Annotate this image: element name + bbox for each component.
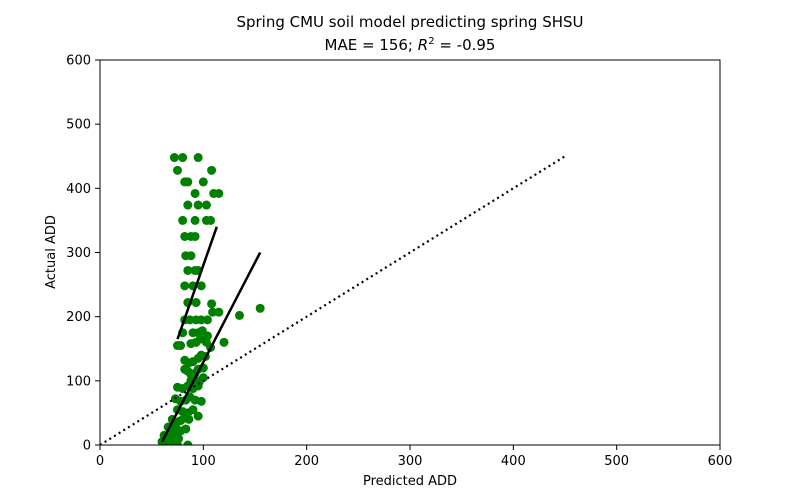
data-point xyxy=(181,424,191,434)
x-tick-label: 500 xyxy=(604,454,629,469)
data-point xyxy=(169,440,179,445)
y-axis-label: Actual ADD xyxy=(44,215,59,289)
data-point xyxy=(183,440,193,445)
y-tick-label: 600 xyxy=(66,54,91,69)
title-r: R xyxy=(418,36,428,54)
data-point xyxy=(207,165,217,175)
data-point xyxy=(202,315,212,325)
data-point xyxy=(191,298,201,308)
y-tick-label: 200 xyxy=(66,310,91,325)
data-point xyxy=(183,177,193,187)
regression-line xyxy=(176,226,218,340)
x-tick-label: 300 xyxy=(398,454,423,469)
x-tick-label: 400 xyxy=(501,454,526,469)
data-point xyxy=(198,373,208,383)
data-point xyxy=(183,200,193,210)
data-point xyxy=(178,153,188,163)
data-point xyxy=(255,303,265,313)
data-point xyxy=(184,414,194,424)
y-tick-label: 100 xyxy=(66,374,91,389)
plot-content xyxy=(100,153,566,445)
data-point xyxy=(196,396,206,406)
plot-area xyxy=(100,153,566,445)
data-point xyxy=(206,215,216,225)
data-point xyxy=(176,341,186,351)
data-point xyxy=(196,281,206,291)
data-point xyxy=(180,281,190,291)
data-point xyxy=(193,200,203,210)
chart-title-line2: MAE = 156; R2 = -0.95 xyxy=(325,36,496,54)
chart-title-line1: Spring CMU soil model predicting spring … xyxy=(236,13,583,31)
data-point xyxy=(198,177,208,187)
x-axis: 0 100 200 300 400 500 600 xyxy=(96,445,733,469)
data-point xyxy=(183,265,193,275)
data-point xyxy=(214,307,224,317)
y-tick-label: 300 xyxy=(66,246,91,261)
data-point xyxy=(208,307,218,317)
data-point xyxy=(219,337,229,347)
data-point xyxy=(188,405,198,415)
data-point xyxy=(214,188,224,198)
title-r-value: = -0.95 xyxy=(435,36,496,54)
data-point xyxy=(178,215,188,225)
data-point xyxy=(193,411,203,421)
data-point xyxy=(190,188,200,198)
x-tick-label: 600 xyxy=(708,454,733,469)
data-point xyxy=(173,165,182,175)
data-point xyxy=(180,364,190,374)
data-point xyxy=(181,251,191,261)
title-mae: MAE = 156; xyxy=(325,36,418,54)
data-point xyxy=(180,231,190,241)
data-point xyxy=(196,315,206,325)
y-tick-label: 400 xyxy=(66,182,91,197)
data-point xyxy=(193,381,203,391)
y-tick-label: 0 xyxy=(83,439,91,454)
y-tick-label: 500 xyxy=(66,118,91,133)
regression-line xyxy=(160,251,262,443)
data-point xyxy=(235,310,244,320)
data-point xyxy=(207,299,217,309)
x-tick-label: 100 xyxy=(191,454,216,469)
x-tick-label: 0 xyxy=(96,454,104,469)
data-point xyxy=(201,200,211,210)
data-point xyxy=(169,153,179,163)
y-axis: 0 100 200 300 400 500 600 xyxy=(66,54,100,454)
data-point xyxy=(190,231,200,241)
data-point xyxy=(193,153,203,163)
data-point xyxy=(190,215,200,225)
x-axis-label: Predicted ADD xyxy=(363,474,457,489)
title-r-exponent: 2 xyxy=(428,36,434,47)
x-tick-label: 200 xyxy=(294,454,319,469)
